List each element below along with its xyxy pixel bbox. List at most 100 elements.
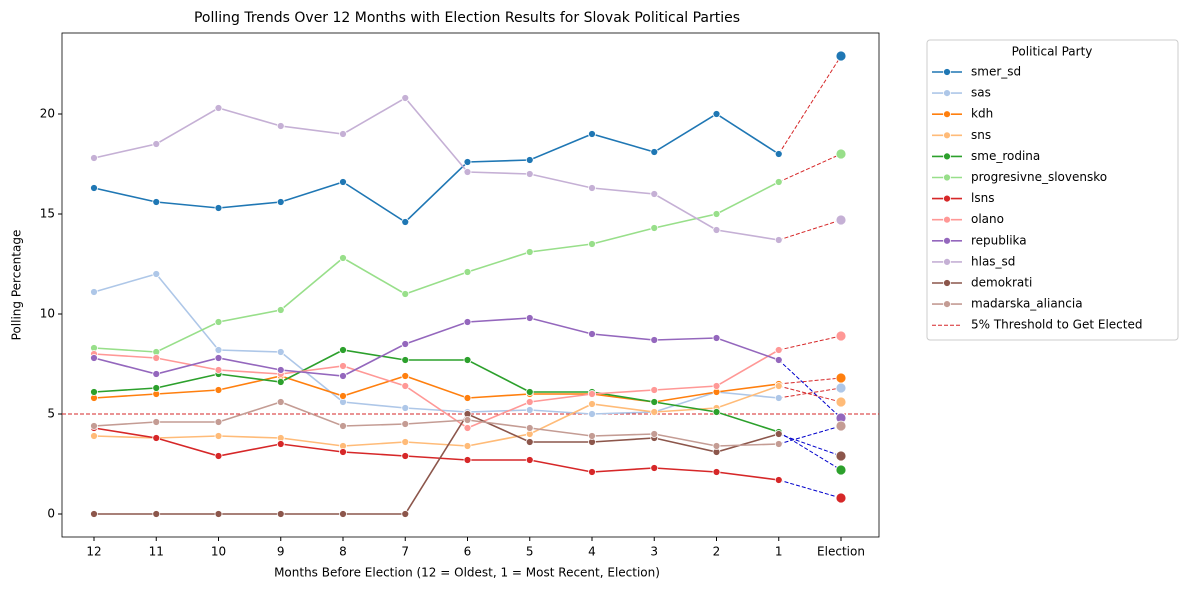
- series-line: [93, 349, 780, 429]
- data-point: [588, 432, 596, 440]
- data-point: [214, 318, 223, 326]
- series-line: [93, 273, 779, 415]
- data-point: [650, 386, 659, 394]
- data-point: [650, 336, 659, 344]
- series-line: [93, 96, 779, 241]
- data-point: [276, 122, 285, 130]
- data-point: [339, 448, 347, 456]
- data-point: [90, 288, 98, 296]
- legend-label: hlas_sd: [971, 254, 1015, 268]
- legend-label: progresivne_slovensko: [971, 170, 1107, 184]
- legend-label: 5% Threshold to Get Elected: [971, 318, 1142, 332]
- data-point: [525, 156, 534, 164]
- data-point: [588, 240, 596, 248]
- data-point: [525, 456, 534, 464]
- x-tick-label: 4: [588, 545, 596, 559]
- election-connector: [778, 425, 842, 445]
- data-point: [774, 150, 783, 158]
- data-point: [712, 110, 721, 118]
- legend-marker: [943, 279, 951, 287]
- data-point: [650, 148, 659, 156]
- data-point: [463, 416, 472, 424]
- data-point: [463, 168, 472, 176]
- y-axis-label: Polling Percentage: [10, 230, 24, 341]
- election-connector: [778, 387, 842, 399]
- x-tick-label: 6: [464, 545, 472, 559]
- data-point: [712, 226, 721, 234]
- data-point: [90, 510, 98, 518]
- data-point: [339, 346, 347, 354]
- legend-marker: [943, 215, 951, 224]
- data-point: [152, 140, 161, 148]
- data-point: [401, 510, 410, 518]
- data-point: [712, 210, 721, 218]
- series-line: [93, 181, 780, 353]
- x-tick-label: Election: [817, 545, 865, 559]
- data-point: [463, 424, 472, 432]
- data-point: [214, 452, 223, 460]
- y-tick-label: 10: [40, 307, 55, 321]
- election-connector: [778, 431, 842, 471]
- election-point: [835, 372, 847, 384]
- data-point: [214, 204, 223, 212]
- data-point: [90, 422, 98, 430]
- series-line: [93, 349, 779, 433]
- x-tick-label: 5: [526, 545, 534, 559]
- legend-marker: [943, 194, 951, 203]
- legend-marker: [943, 89, 951, 97]
- election-point: [835, 214, 847, 226]
- legend-marker: [943, 110, 951, 119]
- data-point: [712, 382, 721, 390]
- data-point: [90, 388, 98, 396]
- data-point: [774, 394, 783, 402]
- data-point: [588, 130, 596, 138]
- data-point: [463, 456, 472, 464]
- data-point: [152, 198, 161, 206]
- legend-label: kdh: [971, 107, 993, 121]
- data-point: [588, 390, 596, 398]
- data-point: [339, 392, 347, 400]
- legend-label: olano: [971, 212, 1004, 226]
- data-point: [525, 248, 534, 256]
- data-point: [650, 224, 659, 232]
- data-point: [214, 354, 223, 362]
- data-point: [401, 356, 410, 364]
- legend-label: smer_sd: [971, 65, 1021, 79]
- data-point: [339, 510, 347, 518]
- data-point: [276, 366, 285, 374]
- x-tick-label: 8: [339, 545, 347, 559]
- legend-marker: [943, 173, 951, 182]
- data-point: [525, 314, 534, 322]
- data-point: [774, 430, 783, 438]
- data-point: [214, 366, 223, 374]
- data-point: [525, 406, 534, 414]
- x-tick-label: 11: [149, 545, 164, 559]
- data-point: [463, 268, 472, 276]
- data-point: [152, 354, 161, 362]
- data-point: [401, 452, 410, 460]
- y-tick-label: 20: [40, 107, 55, 121]
- data-point: [152, 270, 161, 278]
- election-connector: [778, 55, 842, 155]
- data-point: [463, 442, 472, 450]
- legend-label: sas: [971, 86, 991, 100]
- data-point: [401, 404, 410, 412]
- legend-label: sns: [971, 128, 991, 142]
- data-point: [588, 468, 596, 476]
- election-connector: [778, 153, 842, 183]
- data-point: [90, 432, 98, 440]
- series-line: [93, 113, 780, 224]
- legend-label: madarska_aliancia: [971, 297, 1083, 311]
- series-line: [93, 401, 779, 447]
- data-point: [214, 510, 223, 518]
- data-point: [339, 254, 347, 262]
- data-point: [339, 130, 347, 138]
- x-tick-label: 9: [277, 545, 285, 559]
- data-point: [339, 362, 347, 370]
- election-point: [835, 396, 847, 408]
- data-point: [712, 442, 721, 450]
- data-point: [401, 420, 410, 428]
- x-tick-label: 1: [775, 545, 783, 559]
- election-connector: [778, 479, 842, 499]
- data-point: [152, 384, 161, 392]
